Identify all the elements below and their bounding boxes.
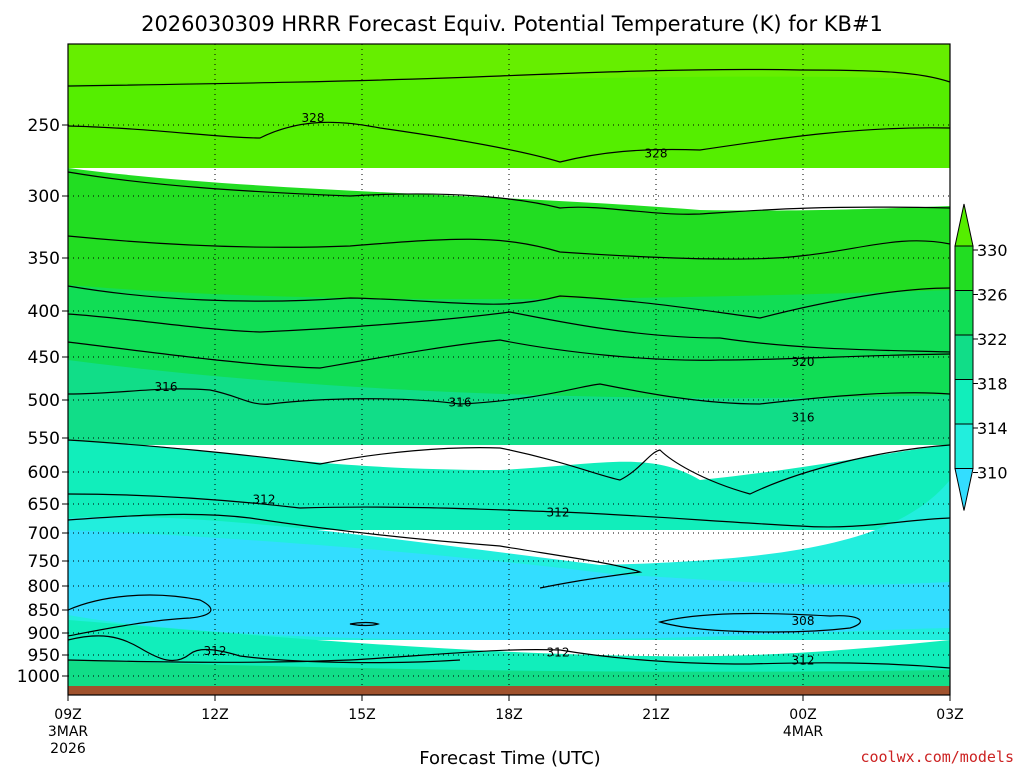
contour-label: 312 — [547, 506, 570, 520]
contour-label: 328 — [645, 146, 668, 160]
y-tick-label: 600 — [28, 463, 60, 483]
contour-line — [67, 68, 951, 87]
x-tick-label: 00Z — [789, 707, 816, 723]
y-tick-label: 550 — [28, 429, 60, 449]
contour-lines — [67, 68, 951, 669]
colorbar: 330 326 322 318 314 310 — [954, 203, 1008, 511]
x-tick-label: 15Z — [348, 707, 375, 723]
y-tick-label: 350 — [28, 249, 60, 269]
colorbar-segment — [954, 423, 974, 469]
colorbar-label: 330 — [977, 241, 1008, 260]
contour-line — [67, 171, 951, 215]
y-tick-label: 450 — [28, 348, 60, 368]
x-tick-date: 4MAR — [783, 724, 824, 740]
contour-line — [67, 513, 643, 589]
x-tick-year: 2026 — [50, 741, 86, 757]
contour-line — [67, 383, 951, 405]
colorbar-extend-bottom — [954, 468, 974, 511]
y-tick-label: 1000 — [17, 667, 60, 687]
contour-label: 308 — [792, 614, 815, 628]
contour-line — [67, 285, 951, 319]
contour-label: 312 — [253, 493, 276, 507]
contour-label: 316 — [792, 410, 815, 424]
contour-label: 312 — [547, 645, 570, 659]
contour-line — [67, 235, 951, 260]
colorbar-segment — [954, 290, 974, 336]
band-314-318 — [68, 360, 950, 445]
colorbar-label: 314 — [977, 419, 1008, 438]
y-tick-label: 250 — [28, 116, 60, 136]
contour-line — [67, 311, 951, 353]
x-tick-date: 3MAR — [48, 724, 89, 740]
y-tick-label: 300 — [28, 187, 60, 207]
colorbar-label: 318 — [977, 375, 1008, 394]
x-axis-label: Forecast Time (UTC) — [419, 748, 600, 768]
x-tick-label: 18Z — [495, 707, 522, 723]
y-tick-label: 400 — [28, 302, 60, 322]
contour-line — [67, 635, 461, 664]
y-tick-label: 750 — [28, 552, 60, 572]
x-tick-label: 03Z — [936, 707, 963, 723]
colorbar-segment — [954, 334, 974, 380]
colorbar-extend-top — [954, 203, 974, 247]
colorbar-label: 310 — [977, 464, 1008, 483]
x-tick-label: 12Z — [201, 707, 228, 723]
x-tick-label: 09Z — [54, 707, 81, 723]
contour-labels: 328 328 320 316 316 316 312 312 308 312 312 312 — [155, 111, 815, 668]
x-tick-label: 21Z — [642, 707, 669, 723]
contour-label: 316 — [449, 395, 472, 409]
y-tick-label: 700 — [28, 524, 60, 544]
y-tick-label: 500 — [28, 391, 60, 411]
colorbar-label: 322 — [977, 330, 1008, 349]
contour-line — [67, 439, 951, 495]
contour-line — [67, 121, 951, 163]
plot-area: 328 328 320 316 316 316 312 312 308 312 312 312 — [67, 43, 951, 696]
contour-line — [67, 649, 951, 669]
contour-label: 312 — [204, 644, 227, 658]
y-tick-label: 850 — [28, 601, 60, 621]
contour-label: 320 — [792, 355, 815, 369]
colorbar-label: 326 — [977, 286, 1008, 305]
contour-line — [67, 493, 951, 528]
contour-label: 316 — [155, 380, 178, 394]
credit-text: coolwx.com/models — [860, 748, 1014, 766]
colorbar-segment — [954, 379, 974, 425]
contour-label: 328 — [302, 111, 325, 125]
band-surface — [68, 660, 950, 686]
y-tick-label: 650 — [28, 495, 60, 515]
ground-strip — [68, 686, 950, 695]
y-tick-label: 800 — [28, 577, 60, 597]
contour-line — [657, 612, 861, 633]
colorbar-segment — [954, 245, 974, 291]
contour-line — [67, 339, 951, 369]
y-tick-label: 950 — [28, 646, 60, 666]
contour-label: 312 — [792, 653, 815, 667]
contour-line — [67, 594, 212, 637]
y-tick-label: 900 — [28, 624, 60, 644]
contour-line — [349, 621, 380, 627]
chart-title: 2026030309 HRRR Forecast Equiv. Potentia… — [141, 12, 883, 36]
pressure-axis: 250 300 350 400 450 500 550 600 650 700 750 800 850 9… — [17, 116, 68, 687]
